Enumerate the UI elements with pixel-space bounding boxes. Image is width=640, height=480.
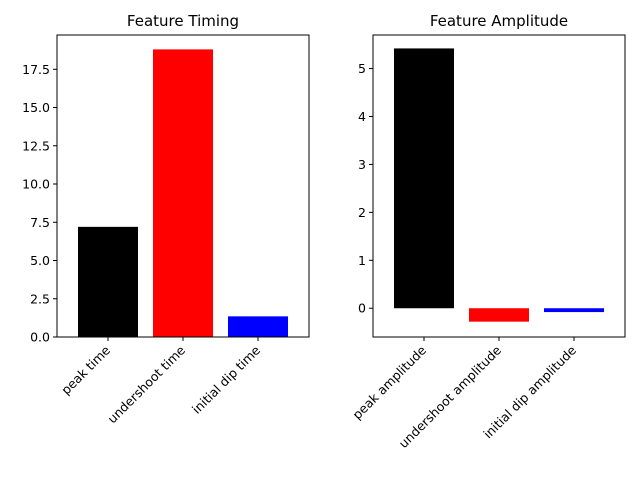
y-tick-label: 1 [358, 253, 366, 268]
bar-peak-time [78, 226, 138, 337]
chart-title: Feature Timing [127, 12, 239, 30]
feature-timing-chart: 0.0 2.5 5.0 7.5 10.0 12.5 15.0 17.5 peak timeund… [22, 12, 310, 426]
y-tick-label: 2.5 [30, 291, 50, 306]
x-tick-label: peak time [58, 342, 113, 397]
y-tick-label: 2 [358, 205, 366, 220]
bar-undershoot-time [153, 49, 213, 337]
x-tick-label: initial dip time [189, 342, 263, 416]
y-tick-label: 0.0 [30, 330, 50, 345]
x-tick-label: undershoot time [104, 342, 188, 426]
chart-title: Feature Amplitude [430, 12, 568, 30]
bar-undershoot-amplitude [469, 308, 529, 322]
y-tick-label: 0 [358, 301, 366, 316]
bar-peak-amplitude [394, 48, 454, 309]
y-tick-label: 15.0 [22, 100, 50, 115]
y-tick-label: 10.0 [22, 177, 50, 192]
bar-initial-dip-amplitude [544, 308, 604, 313]
y-tick-label: 5 [358, 61, 366, 76]
y-tick-label: 5.0 [30, 253, 50, 268]
bar-initial-dip-time [228, 316, 288, 337]
y-tick-label: 12.5 [22, 138, 50, 153]
x-tick-label: peak amplitude [349, 342, 429, 422]
y-tick-label: 3 [358, 157, 366, 172]
y-tick-label: 17.5 [22, 62, 50, 77]
y-tick-label: 7.5 [30, 215, 50, 230]
y-tick-label: 4 [358, 109, 366, 124]
